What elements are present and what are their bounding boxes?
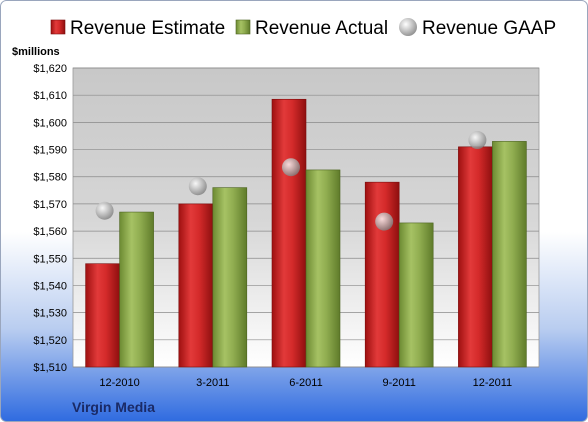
legend-label-actual: Revenue Actual <box>255 18 388 39</box>
y-tick-labels: $1,510 $1,520 $1,530 $1,540 $1,550 $1,560 $1,5… <box>33 63 67 374</box>
bar-estimate <box>458 146 493 368</box>
y-tick-label: $1,580 <box>33 172 67 184</box>
y-tick-label: $1,530 <box>33 308 67 320</box>
bar-actual <box>492 141 527 368</box>
gaap-marker <box>468 131 487 150</box>
bar-estimate <box>364 181 400 368</box>
bar-actual <box>212 187 248 368</box>
legend: Revenue Estimate Revenue Actual Revenue … <box>50 18 556 39</box>
legend-label-gaap: Revenue GAAP <box>422 18 556 39</box>
bar-actual <box>119 211 154 368</box>
y-tick-label: $1,540 <box>33 280 67 292</box>
x-tick-label: 3-2011 <box>196 377 229 389</box>
bar-estimate <box>178 203 214 368</box>
y-tick-label: $1,550 <box>33 253 67 265</box>
company-name: Virgin Media <box>72 399 155 415</box>
gaap-marker <box>188 177 207 196</box>
bar-estimate <box>85 263 120 368</box>
y-axis-unit-label: $millions <box>12 46 60 58</box>
bars <box>85 98 527 368</box>
bar-actual <box>305 169 341 368</box>
legend-swatch-estimate <box>50 19 66 35</box>
y-tick-label: $1,600 <box>33 117 67 129</box>
y-tick-label: $1,560 <box>33 226 67 238</box>
gaap-marker <box>375 212 394 231</box>
gaap-marker <box>95 201 114 220</box>
y-tick-label: $1,610 <box>33 90 67 102</box>
y-tick-label: $1,510 <box>33 362 67 374</box>
bar-estimate <box>271 98 307 368</box>
legend-swatch-gaap <box>399 18 417 36</box>
gaap-markers <box>95 131 487 231</box>
x-tick-label: 12-2010 <box>99 377 139 389</box>
y-tick-label: $1,570 <box>33 199 67 211</box>
legend-item-estimate: Revenue Estimate <box>50 18 225 39</box>
bar-actual <box>398 222 434 368</box>
legend-item-actual: Revenue Actual <box>235 18 388 39</box>
x-tick-label: 6-2011 <box>289 377 322 389</box>
x-tick-labels: 12-2010 3-2011 6-2011 9-2011 12-2011 <box>99 377 512 389</box>
y-tick-label: $1,520 <box>33 335 67 347</box>
x-tick-label: 12-2011 <box>473 377 513 389</box>
y-tick-label: $1,590 <box>33 145 67 157</box>
x-tick-label: 9-2011 <box>382 377 415 389</box>
gaap-marker <box>282 158 300 177</box>
y-tick-label: $1,620 <box>33 63 67 75</box>
legend-swatch-actual <box>235 19 251 35</box>
legend-label-estimate: Revenue Estimate <box>70 18 225 39</box>
legend-item-gaap: Revenue GAAP <box>399 18 556 39</box>
